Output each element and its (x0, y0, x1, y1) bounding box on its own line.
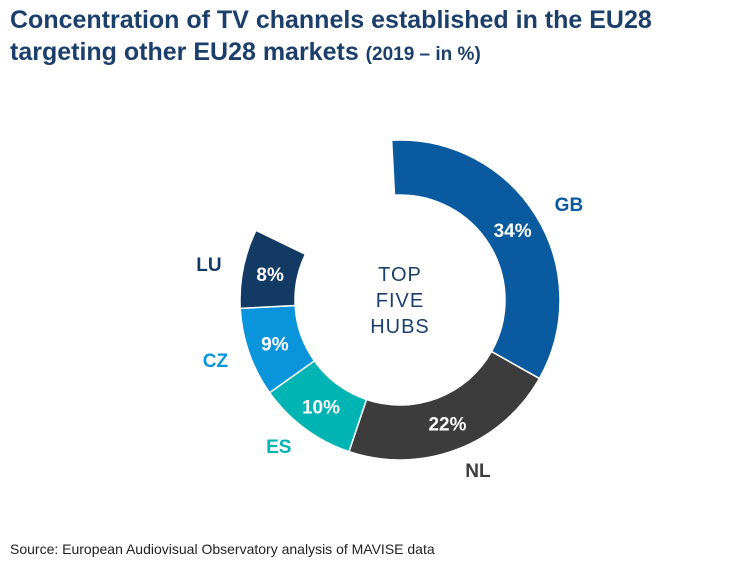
category-label-es: ES (266, 437, 291, 458)
center-label-line-3: HUBS (370, 316, 430, 338)
center-label-line-2: FIVE (376, 290, 424, 312)
slice-gb (390, 139, 561, 380)
source-note: Source: European Audiovisual Observatory… (10, 541, 435, 557)
chart-title: Concentration of TV channels established… (10, 4, 725, 71)
category-label-gb: GB (555, 195, 584, 216)
value-label-cz: 9% (261, 335, 289, 356)
category-label-cz: CZ (203, 351, 229, 372)
donut-slices (239, 139, 561, 461)
value-label-nl: 22% (428, 415, 466, 436)
slice-lu (239, 229, 307, 310)
category-label-nl: NL (465, 461, 491, 482)
donut-center-label: TOP FIVE HUBS (370, 264, 430, 338)
donut-value-labels: 34% 22% 10% 9% 8% (256, 221, 531, 436)
value-label-lu: 8% (256, 265, 284, 286)
category-label-lu: LU (196, 255, 221, 276)
value-label-gb: 34% (494, 221, 532, 242)
chart-title-sub: (2019 – in %) (365, 44, 481, 65)
slice-nl (348, 350, 541, 461)
center-label-line-1: TOP (378, 264, 422, 286)
value-label-es: 10% (302, 397, 340, 418)
chart-title-main: Concentration of TV channels established… (10, 6, 652, 66)
donut-category-labels: GB NL ES CZ LU (196, 195, 583, 482)
